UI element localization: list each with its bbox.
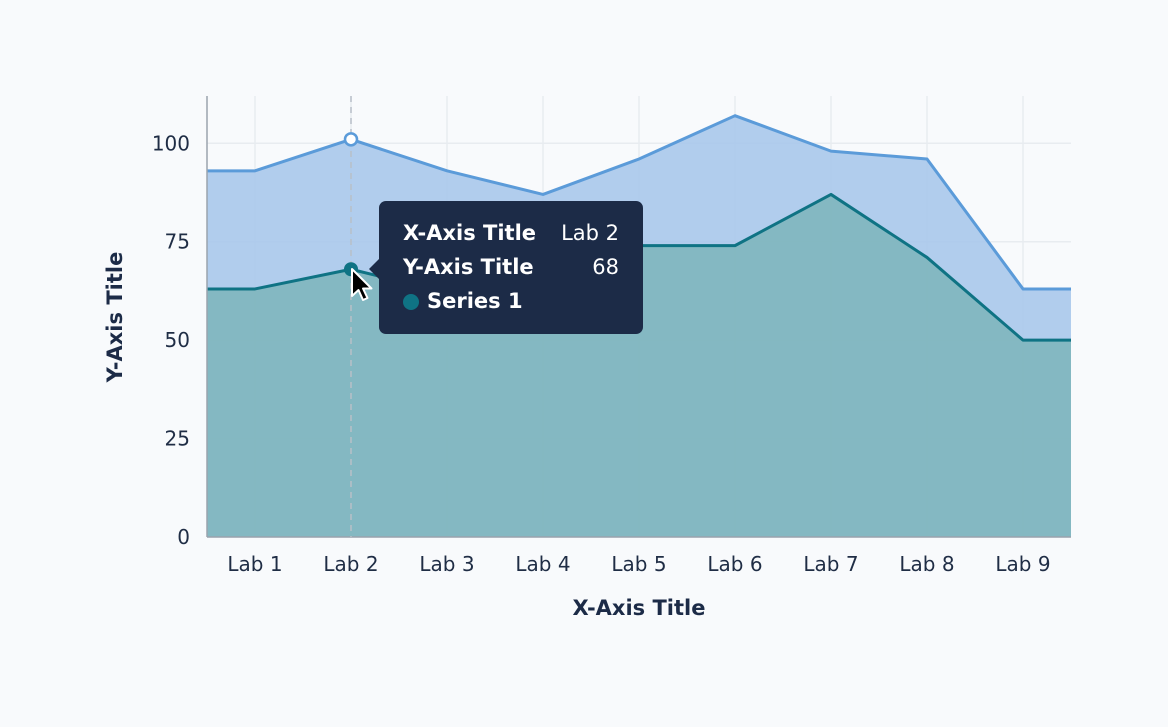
hover-point-series-2 (343, 132, 359, 147)
x-axis-title: X-Axis Title (572, 596, 705, 620)
x-tick-label: Lab 4 (515, 552, 570, 576)
tooltip-y-key: Y-Axis Title (403, 255, 534, 279)
y-tick-label: 25 (165, 427, 190, 451)
tooltip-x-value: Lab 2 (561, 221, 619, 245)
series-area-fill (207, 194, 1071, 537)
x-tick-label: Lab 7 (803, 552, 858, 576)
tooltip-x-row: X-Axis Title Lab 2 (403, 221, 619, 249)
series-swatch-icon (403, 294, 419, 310)
series-line (207, 114, 1071, 291)
x-tick-label: Lab 9 (995, 552, 1050, 576)
y-tick-label: 75 (165, 230, 190, 254)
x-tick-label: Lab 5 (611, 552, 666, 576)
y-axis-title: Y-Axis Title (103, 252, 127, 384)
tooltip-series-name: Series 1 (427, 289, 523, 313)
y-tick-label: 100 (152, 131, 190, 155)
chart-tooltip: X-Axis Title Lab 2 Y-Axis Title 68 Serie… (369, 201, 643, 334)
y-tick-label: 50 (165, 328, 190, 352)
tooltip-series-row: Series 1 (403, 289, 619, 317)
mouse-pointer-icon (351, 268, 373, 301)
axes: 0 25 50 75 100 Lab 1 Lab 2 Lab 3 Lab 4 Lab 5 Lab 6… (152, 96, 1071, 576)
tooltip-y-row: Y-Axis Title 68 (403, 255, 619, 283)
tooltip-x-key: X-Axis Title (403, 221, 537, 245)
y-tick-label: 0 (177, 525, 190, 549)
x-tick-label: Lab 6 (707, 552, 762, 576)
x-tick-label: Lab 1 (227, 552, 282, 576)
x-tick-label: Lab 3 (419, 552, 474, 576)
tooltip-y-value: 68 (592, 255, 619, 279)
x-tick-label: Lab 2 (323, 552, 378, 576)
x-tick-label: Lab 8 (899, 552, 954, 576)
